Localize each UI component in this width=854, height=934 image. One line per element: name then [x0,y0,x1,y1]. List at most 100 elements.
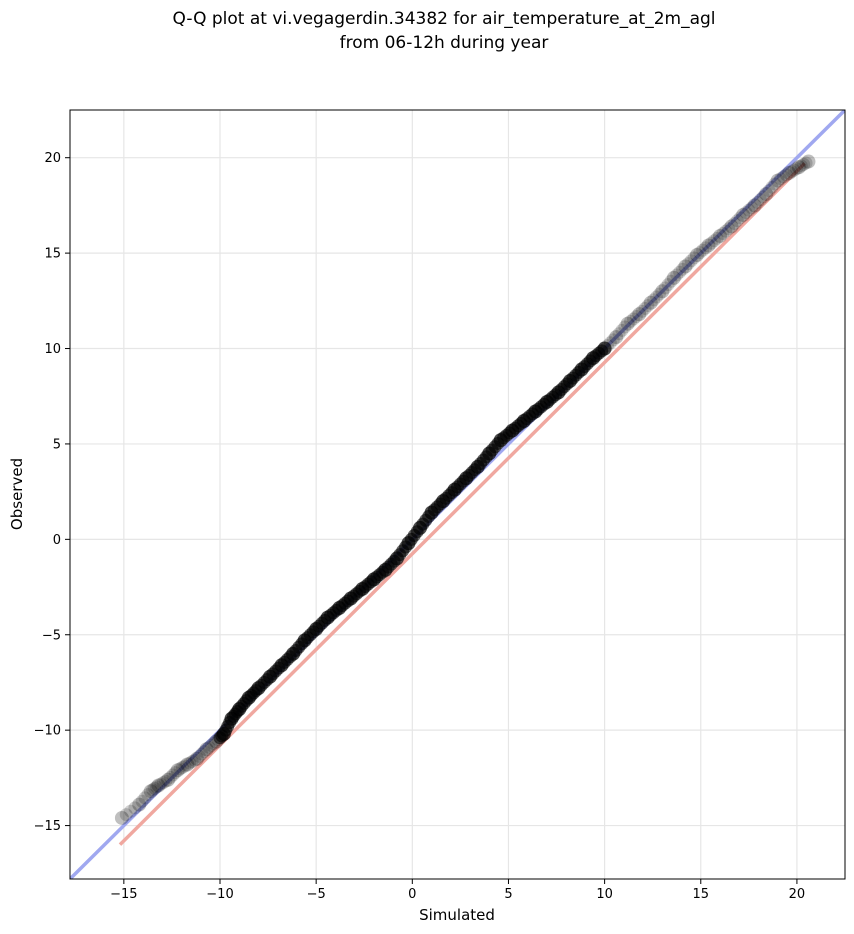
quantile-point-interp [722,222,736,236]
quantile-point-interp [661,278,675,292]
quantile-point-interp [794,159,808,173]
quantile-point-interp [693,246,707,260]
quantile-point-interp [166,768,180,782]
grid-lines [70,110,845,879]
quantile-point-interp [716,227,730,241]
quantile-point [199,742,214,757]
quantile-point [791,160,806,175]
quantile-point [801,154,816,169]
plot-frame [69,109,846,880]
y-tick-label: 15 [44,247,61,262]
y-axis-ticks: −15 −10 −5 0 5 10 15 20 [34,151,70,834]
quantile-point-interp [787,163,801,177]
y-axis-label: Observed [8,458,26,530]
quantile-point-interp [606,333,620,347]
chart-title-line-2: from 06-12h during year [340,33,549,53]
quantile-point-interp [124,804,138,818]
y-tick-label: −15 [34,819,61,834]
quantile-point [736,207,751,222]
x-tick-label: −5 [307,887,326,902]
y-tick-label: 0 [53,533,61,548]
y-tick-label: −10 [34,724,61,739]
quantile-point-interp [603,336,617,350]
quantile-point-interp [626,312,640,326]
quantile-point-interp [704,236,718,250]
quantile-point-interp [650,290,664,304]
quantile-point-interp [664,274,678,288]
quantile-point-interp [768,177,782,191]
quantile-point-interp [652,287,666,301]
quantile-point-interp [185,755,199,769]
quantile-point [655,284,670,299]
quantile-point-interp [658,281,672,295]
quantile-point-interp [710,231,724,245]
quantile-point [689,248,704,263]
quantile-point-interp [192,749,206,763]
quantile-point-interp [204,738,218,752]
quantile-point-interp [176,760,189,774]
quantile-point [143,784,158,799]
quantile-point-interp [742,203,756,217]
quantile-point-interp [776,170,790,184]
y-tick-label: 20 [44,151,61,166]
quantile-point-interp [707,234,721,248]
quantile-point-interp [601,339,614,353]
quantile-point-interp [687,251,701,265]
quantile-point [770,173,785,188]
quantile-point-interp [635,304,649,318]
quantile-point [643,295,658,310]
quantile-point-interp [641,299,655,313]
quantile-point-interp [647,293,661,307]
quantile-point-interp [745,201,759,215]
quantile-point-interp [146,783,160,797]
quantile-point [170,763,185,778]
x-tick-label: 15 [692,887,709,902]
quantile-point-interp [676,262,689,276]
quantile-point-interp [797,157,811,171]
quantile-point [713,228,727,243]
quantile-point [132,797,147,812]
quantile-point-interp [159,774,173,788]
quantile-point [609,330,624,345]
quantile-point-interp [624,314,638,328]
quantile-point-interp [670,268,684,282]
quantile-point-interp [168,766,182,780]
fit-line [118,162,806,846]
quantile-point-interp [188,753,202,767]
quantile-point-interp [799,156,813,170]
quantile-point-interp [629,310,643,324]
quantile-point-interp [739,206,753,220]
quantile-point-interp [730,214,744,228]
quantile-point-interp [762,184,776,198]
quantile-point [747,198,762,213]
quantile-point-interp [699,241,713,255]
quantile-point-interp [719,224,733,238]
quantile-point [701,238,716,253]
x-tick-label: −10 [206,887,233,902]
quantile-point-interp [618,320,632,334]
x-tick-label: 5 [504,887,512,902]
quantile-point-interp [173,762,187,776]
quantile-point-interp [178,759,192,773]
quantile-point-interp [156,776,170,790]
x-tick-label: 0 [408,887,416,902]
y-tick-label: 10 [44,342,61,357]
quantile-point-interp [138,791,152,805]
quantile-point-interp [684,254,698,268]
quantile-point-interp [765,180,779,194]
quantile-point-interp [595,344,609,358]
quantile-point-interp [128,801,142,815]
quantile-point [180,757,195,772]
quantile-point-interp [638,301,652,315]
quantile-point-interp [119,808,133,822]
quantile-point-interp [163,770,177,784]
y-tick-label: −5 [42,628,61,643]
quantile-point [724,219,739,234]
quantile-point-interp [154,777,168,791]
quantile-point-interp [148,781,162,795]
quantile-point-interp [183,756,197,770]
quantile-point-interp [774,172,788,186]
quantile-point [151,778,166,793]
quantile-point-interp [612,327,626,341]
